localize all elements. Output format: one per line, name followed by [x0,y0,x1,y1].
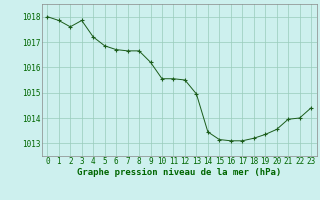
X-axis label: Graphe pression niveau de la mer (hPa): Graphe pression niveau de la mer (hPa) [77,168,281,177]
